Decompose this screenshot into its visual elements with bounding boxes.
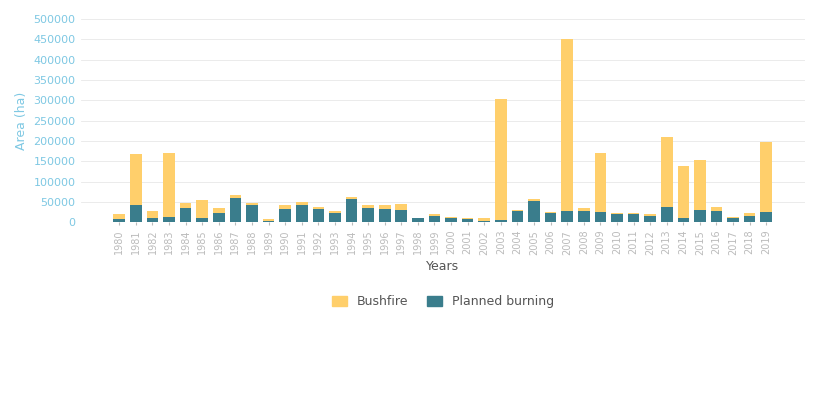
Bar [197, 218, 208, 222]
Bar [113, 219, 125, 222]
Bar [594, 212, 605, 222]
Bar [461, 218, 473, 219]
Bar [527, 199, 539, 201]
Bar [395, 204, 406, 210]
Bar [362, 206, 373, 208]
Bar [445, 217, 456, 218]
Bar [346, 197, 357, 199]
Bar [130, 205, 142, 222]
Bar [676, 218, 688, 222]
Bar [710, 207, 722, 211]
Legend: Bushfire, Planned burning: Bushfire, Planned burning [326, 290, 559, 314]
Bar [527, 201, 539, 222]
Bar [246, 205, 257, 222]
Bar [610, 213, 622, 214]
Bar [147, 218, 158, 222]
Bar [561, 39, 572, 211]
Bar [378, 205, 390, 209]
Bar [495, 220, 506, 222]
Bar [213, 213, 224, 222]
Bar [759, 142, 771, 212]
Bar [627, 214, 639, 222]
Bar [759, 212, 771, 222]
Bar [213, 208, 224, 213]
Bar [428, 216, 440, 222]
Bar [312, 209, 324, 222]
Bar [743, 215, 754, 222]
Bar [477, 221, 490, 222]
Bar [179, 203, 191, 208]
Bar [296, 202, 307, 205]
Bar [262, 219, 274, 220]
Bar [445, 218, 456, 222]
Y-axis label: Area (ha): Area (ha) [15, 91, 28, 150]
Bar [511, 211, 523, 222]
Bar [726, 218, 738, 222]
Bar [627, 213, 639, 214]
Bar [644, 216, 655, 222]
Bar [113, 214, 125, 219]
Bar [726, 217, 738, 218]
Bar [461, 219, 473, 222]
Bar [544, 212, 556, 213]
Bar [312, 207, 324, 209]
Bar [477, 218, 490, 221]
Bar [743, 213, 754, 215]
Bar [644, 214, 655, 216]
Bar [229, 198, 241, 222]
Bar [610, 214, 622, 222]
Bar [428, 213, 440, 216]
Bar [246, 203, 257, 205]
Bar [577, 208, 589, 211]
Bar [544, 213, 556, 222]
Bar [328, 211, 341, 213]
Bar [693, 210, 705, 222]
Bar [262, 220, 274, 222]
Bar [279, 205, 291, 209]
Bar [279, 209, 291, 222]
Bar [229, 195, 241, 198]
X-axis label: Years: Years [426, 260, 459, 273]
Bar [147, 211, 158, 218]
Bar [693, 159, 705, 210]
Bar [676, 166, 688, 218]
Bar [362, 208, 373, 222]
Bar [412, 218, 423, 222]
Bar [296, 205, 307, 222]
Bar [495, 99, 506, 220]
Bar [163, 217, 174, 222]
Bar [594, 153, 605, 212]
Bar [561, 211, 572, 222]
Bar [660, 207, 672, 222]
Bar [660, 137, 672, 207]
Bar [511, 210, 523, 211]
Bar [163, 153, 174, 217]
Bar [328, 213, 341, 222]
Bar [197, 200, 208, 218]
Bar [395, 210, 406, 222]
Bar [179, 208, 191, 222]
Bar [130, 154, 142, 205]
Bar [710, 211, 722, 222]
Bar [346, 199, 357, 222]
Bar [378, 209, 390, 222]
Bar [577, 211, 589, 222]
